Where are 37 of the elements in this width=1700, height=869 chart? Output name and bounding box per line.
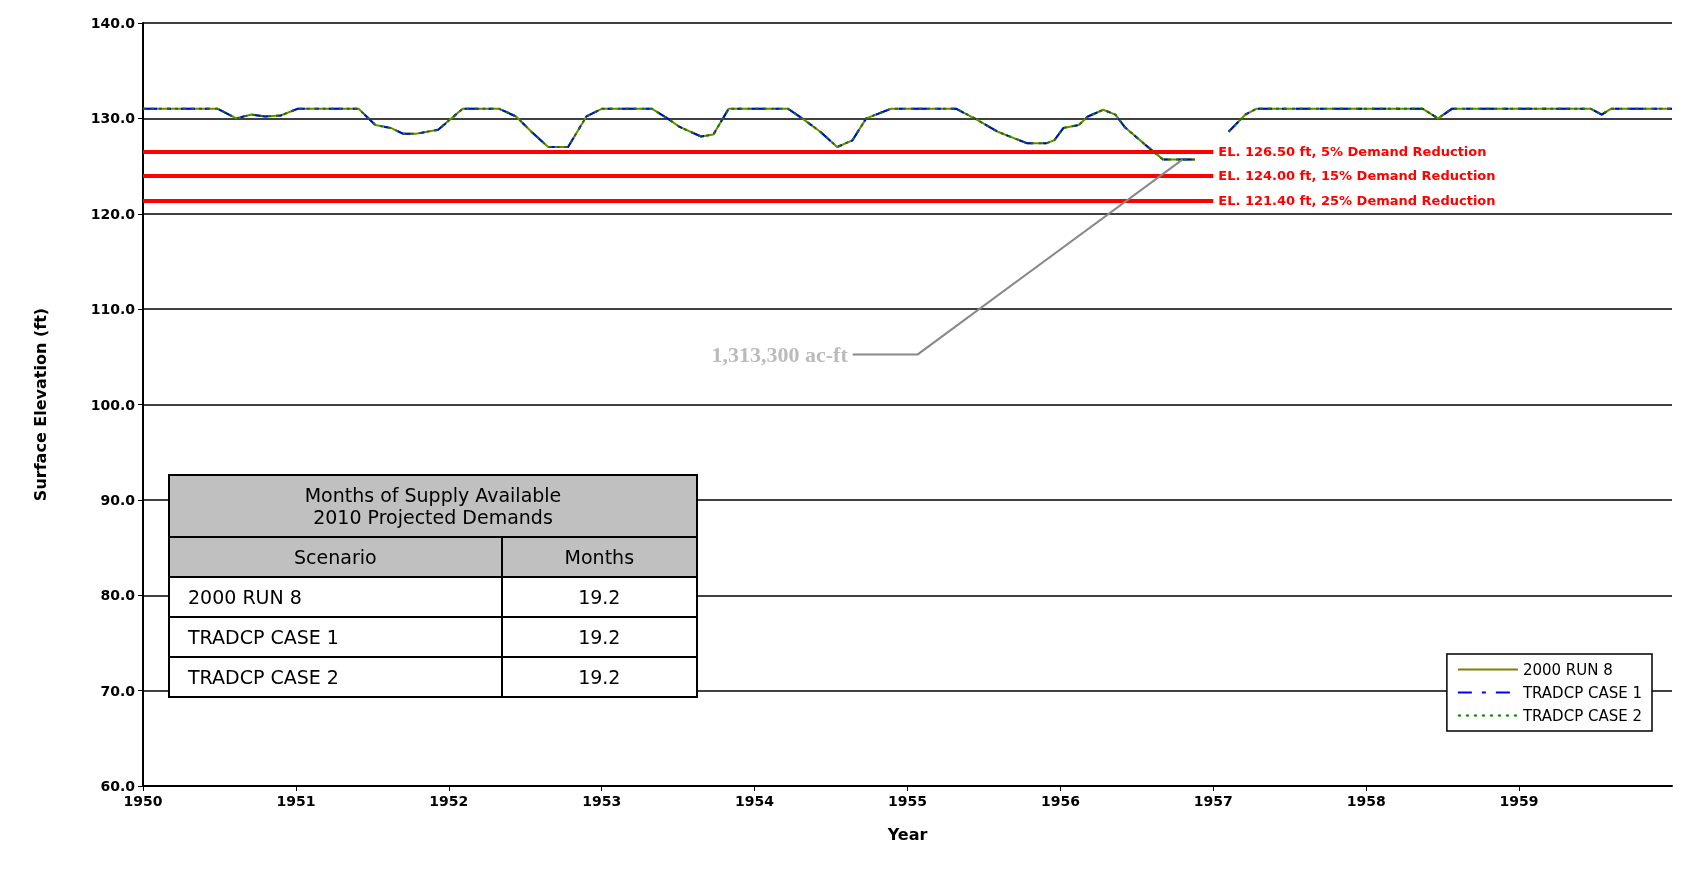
y-tick-label: 120.0: [90, 205, 136, 222]
x-tick-label: 1957: [1193, 793, 1233, 809]
ref-line-label: EL. 121.40 ft, 25% Demand Reduction: [1218, 192, 1496, 208]
y-tick-label: 130.0: [90, 110, 136, 127]
text: Scenario: [169, 537, 502, 577]
legend-label: TRADCP CASE 2: [1521, 706, 1642, 725]
ref-line-label: EL. 124.00 ft, 15% Demand Reduction: [1218, 168, 1496, 184]
x-axis-title: Year: [886, 824, 928, 844]
y-tick-label: 60.0: [100, 778, 136, 794]
category-label: TRADCP CASE 1: [169, 617, 502, 657]
y-tick-label: 100.0: [90, 396, 136, 413]
text: Months of Supply Available 2010 Projected Demands: [169, 475, 697, 537]
ref-line-label: EL. 126.50 ft, 5% Demand Reduction: [1218, 144, 1487, 160]
x-tick-label: 1955: [888, 793, 927, 809]
y-tick-label: 140.0: [90, 15, 136, 31]
y-axis-title: Surface Elevation (ft): [30, 307, 50, 502]
x-tick-label: 1953: [582, 793, 622, 809]
y-tick-label: 70.0: [100, 682, 136, 699]
x-tick-label: 1950: [123, 793, 163, 809]
category-label: TRADCP CASE 2: [169, 657, 502, 697]
category-label: 2000 RUN 8: [169, 577, 502, 617]
x-tick-label: 1952: [429, 793, 469, 809]
data-label: 19.2: [501, 577, 697, 617]
y-tick-label: 80.0: [100, 587, 136, 604]
legend-label: TRADCP CASE 1: [1521, 683, 1642, 702]
text: Months: [501, 537, 697, 577]
y-tick-label: 110.0: [90, 301, 136, 318]
x-tick-label: 1959: [1499, 793, 1539, 809]
y-tick-label: 90.0: [100, 491, 136, 508]
annotation: 1,313,300 ac-ft: [711, 341, 849, 367]
x-tick-label: 1956: [1040, 793, 1080, 809]
x-tick-label: 1958: [1346, 793, 1386, 809]
legend-label: 2000 RUN 8: [1522, 660, 1613, 679]
x-tick-label: 1951: [276, 793, 316, 809]
x-tick-label: 1954: [735, 793, 775, 809]
data-label: 19.2: [501, 657, 697, 697]
data-label: 19.2: [501, 617, 697, 657]
